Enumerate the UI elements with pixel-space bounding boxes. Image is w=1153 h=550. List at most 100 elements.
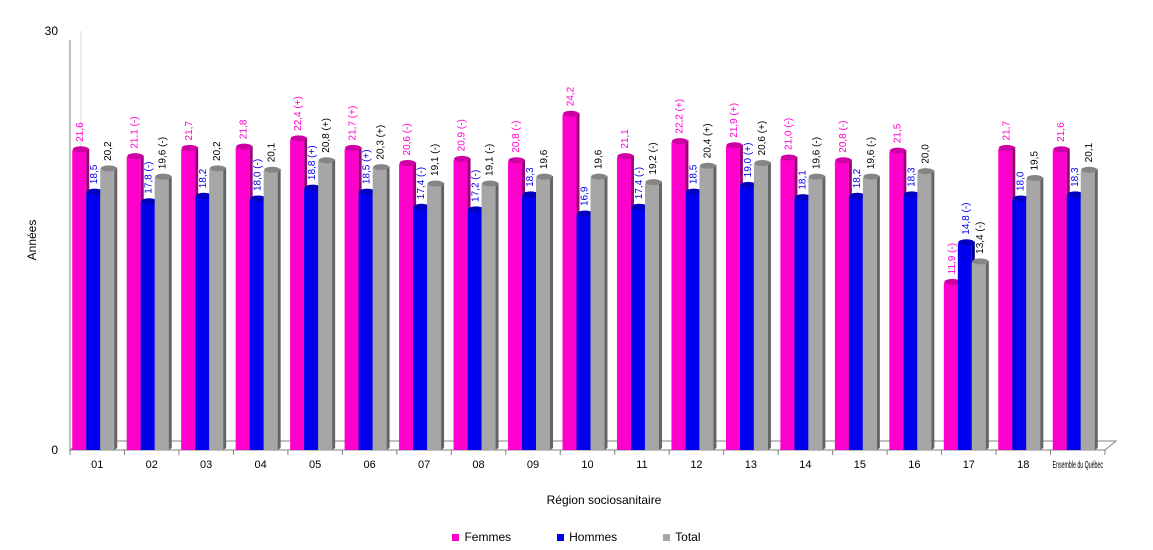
bar-femmes xyxy=(72,150,87,451)
bar-top-hommes xyxy=(794,194,811,201)
data-label-femmes: 20,9 (-) xyxy=(457,119,468,151)
bar-top-hommes xyxy=(631,203,648,210)
bar-hommes xyxy=(848,196,863,450)
bar-total xyxy=(263,170,278,451)
bar-side-total xyxy=(767,161,771,450)
bar-hommes xyxy=(86,192,101,450)
bar-top-femmes xyxy=(508,157,525,164)
bar-total xyxy=(699,166,714,450)
bar-top-hommes xyxy=(522,191,539,198)
bar-top-hommes xyxy=(86,188,103,195)
data-label-femmes: 20,8 (-) xyxy=(511,120,522,152)
bar-total xyxy=(590,177,605,450)
bar-femmes xyxy=(1052,150,1067,451)
bar-side-total xyxy=(223,167,227,450)
data-label-hommes: 19,0 (+) xyxy=(743,143,754,178)
bar-top-total xyxy=(699,162,716,169)
bar-hommes xyxy=(140,202,155,450)
bar-femmes xyxy=(780,158,795,450)
bar-top-hommes xyxy=(1067,191,1084,198)
bar-top-femmes xyxy=(998,144,1015,151)
x-tick-label: 12 xyxy=(690,459,702,471)
data-label-total: 20,1 xyxy=(1084,142,1095,162)
x-tick-label: 01 xyxy=(91,459,103,471)
data-label-hommes: 17,4 (-) xyxy=(634,167,645,199)
x-axis-title: Région sociosanitaire xyxy=(547,493,662,507)
bar-total xyxy=(209,169,224,450)
bar-total xyxy=(862,177,877,450)
legend-swatch-total xyxy=(663,533,671,541)
bar-hommes xyxy=(522,195,537,450)
bar-top-total xyxy=(373,164,390,171)
bar-total xyxy=(372,168,387,451)
bar-total xyxy=(971,262,986,450)
bar-hommes xyxy=(1012,199,1027,450)
y-axis-title: Années xyxy=(25,220,39,261)
bar-top-femmes xyxy=(835,157,852,164)
data-label-total: 20,4 (+) xyxy=(702,123,713,158)
legend-swatch-femmes xyxy=(452,533,460,541)
data-label-hommes: 16,9 xyxy=(580,186,591,206)
bar-top-hommes xyxy=(359,188,376,195)
bar-top-hommes xyxy=(1012,195,1029,202)
data-label-total: 20,8 (+) xyxy=(321,118,332,153)
data-label-hommes: 18,5 xyxy=(688,164,699,184)
bar-top-hommes xyxy=(685,188,702,195)
bar-femmes xyxy=(344,148,359,450)
data-label-hommes: 18,0 (-) xyxy=(253,159,264,191)
data-label-femmes: 21,9 (+) xyxy=(729,103,740,138)
bar-top-femmes xyxy=(72,146,89,153)
data-label-hommes: 18,2 xyxy=(198,168,209,188)
data-label-femmes: 21,1 xyxy=(620,129,631,149)
bar-top-hommes xyxy=(141,198,158,205)
x-tick-label: 09 xyxy=(527,459,539,471)
legend-item-total: Total xyxy=(663,528,701,546)
bar-side-total xyxy=(114,167,118,450)
bar-hommes xyxy=(576,214,591,450)
bar-femmes xyxy=(998,148,1013,450)
bar-top-total xyxy=(100,165,117,172)
data-label-hommes: 18,1 xyxy=(797,170,808,190)
bar-top-total xyxy=(1081,166,1098,173)
data-label-femmes: 20,8 (-) xyxy=(838,120,849,152)
data-label-total: 19,2 (-) xyxy=(648,142,659,174)
x-tick-label: 10 xyxy=(581,459,593,471)
bar-total xyxy=(1080,170,1095,451)
data-label-femmes: 21,7 xyxy=(184,121,195,141)
bar-femmes xyxy=(943,282,958,450)
bar-top-femmes xyxy=(617,153,634,160)
y-tick-label: 30 xyxy=(45,24,59,38)
bar-total xyxy=(808,177,823,450)
bar-top-hommes xyxy=(903,191,920,198)
data-label-femmes: 20,6 (-) xyxy=(402,123,413,155)
bar-side-total xyxy=(550,175,554,450)
data-label-total: 20,2 xyxy=(212,141,223,161)
bar-femmes xyxy=(126,157,141,450)
x-tick-label: 11 xyxy=(636,459,647,471)
bar-total xyxy=(536,177,551,450)
bar-top-hommes xyxy=(195,192,212,199)
bar-top-hommes xyxy=(849,192,866,199)
bar-side-total xyxy=(277,168,281,451)
bar-side-total xyxy=(985,260,989,450)
bar-femmes xyxy=(290,139,305,450)
data-label-hommes: 17,8 (-) xyxy=(144,161,155,193)
x-tick-label: 08 xyxy=(472,459,484,471)
bar-hommes xyxy=(358,192,373,450)
y-tick-label: 0 xyxy=(51,443,58,457)
bar-total xyxy=(427,184,442,450)
bar-top-femmes xyxy=(780,154,797,161)
data-label-total: 20,2 xyxy=(103,141,114,161)
bar-total xyxy=(644,183,659,450)
bar-top-total xyxy=(1026,175,1043,181)
data-label-total: 19,6 xyxy=(594,149,605,169)
bar-top-hommes xyxy=(740,181,757,188)
bar-side-total xyxy=(876,175,880,450)
bar-top-hommes xyxy=(468,206,485,213)
bar-total xyxy=(917,172,932,450)
bar-top-femmes xyxy=(454,155,471,162)
data-label-total: 20,6 (+) xyxy=(757,121,768,156)
data-label-hommes: 18,8 (+) xyxy=(307,145,318,180)
bar-top-femmes xyxy=(399,159,416,166)
